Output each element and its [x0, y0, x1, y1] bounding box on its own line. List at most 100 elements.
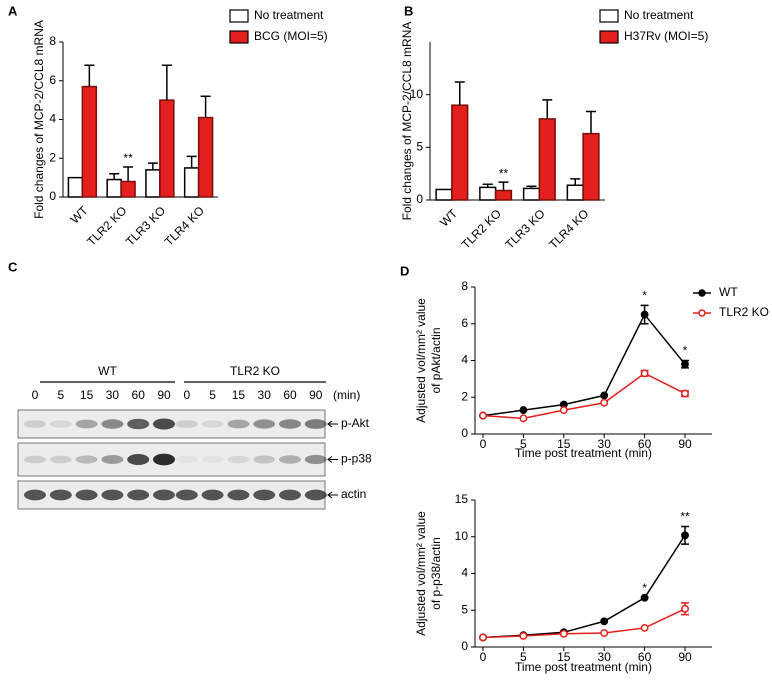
blot-band [175, 455, 198, 464]
row-label: p-p38 [341, 452, 372, 466]
x-axis-label: Time post treatment (min) [515, 660, 652, 674]
point [640, 369, 649, 378]
y-axis-label: Adjusted vol/mm² value [414, 298, 428, 423]
legend-label: No treatment [254, 8, 324, 22]
bar [538, 118, 556, 201]
point [559, 406, 568, 415]
error-bar [109, 173, 120, 180]
legend-swatch [599, 30, 619, 44]
error-bar [161, 64, 172, 101]
arrow [327, 420, 338, 428]
point [681, 604, 689, 613]
line [482, 534, 686, 639]
blot-band [227, 489, 250, 501]
x-tick-label: 60 [638, 650, 652, 664]
blot-band [279, 419, 301, 429]
annotation: * [642, 581, 647, 595]
annotation: * [683, 344, 688, 358]
point [681, 531, 689, 540]
x-tick-label: TLR3 KO [123, 203, 168, 248]
x-axis-label: Time post treatment (min) [515, 446, 652, 460]
lane-label: 60 [132, 388, 146, 402]
blot-band [253, 455, 276, 464]
arrow [327, 491, 338, 499]
bar [183, 167, 200, 198]
annotation: ** [123, 151, 133, 165]
lane-label: 15 [232, 388, 246, 402]
row-label: p-Akt [341, 416, 370, 430]
y-tick-label: 0 [461, 426, 468, 440]
point [479, 633, 487, 642]
y-tick-label: 2 [461, 389, 468, 403]
error-bar [570, 178, 581, 186]
bar [522, 187, 541, 201]
x-tick-label: TLR4 KO [546, 206, 591, 251]
bar [67, 176, 84, 198]
x-tick-label: 15 [557, 650, 571, 664]
y-tick-label: 5 [461, 602, 468, 616]
y-tick-label: 4 [49, 112, 56, 126]
blot-band [304, 454, 327, 465]
lane-label: 90 [157, 388, 171, 402]
line [482, 372, 686, 420]
x-tick-label: 15 [557, 437, 571, 451]
line [482, 608, 686, 639]
y-tick-label: 4 [461, 353, 468, 367]
y-tick-label: 6 [461, 316, 468, 330]
panel-label: D [400, 263, 409, 278]
blot-band [24, 489, 46, 501]
x-tick-label: 90 [678, 437, 692, 451]
x-tick-label: 30 [598, 650, 612, 664]
panel-label: B [404, 3, 413, 18]
legend-label: BCG (MOI=5) [254, 29, 328, 43]
point [640, 623, 649, 632]
blot-band [49, 489, 72, 501]
legend-label: TLR2 KO [719, 305, 769, 319]
blot-band [279, 455, 301, 464]
lane-label: 15 [80, 388, 94, 402]
lane-label: 0 [32, 388, 39, 402]
line [482, 313, 686, 417]
point [600, 391, 609, 400]
x-tick-label: WT [68, 203, 92, 227]
blot-band [153, 453, 175, 466]
blot-band [127, 489, 150, 501]
blot-band [75, 489, 98, 501]
y-axis-label: Fold changes of MCP-2/CCL8 mRNA [32, 20, 46, 219]
bar [159, 99, 175, 198]
blot-band [253, 419, 276, 429]
point [600, 398, 609, 407]
bar [145, 169, 161, 198]
y-tick-label: 10 [455, 529, 469, 543]
lane-label: 60 [283, 388, 297, 402]
blot-band [175, 420, 198, 428]
legend-marker [698, 309, 706, 317]
blot-band [304, 419, 327, 429]
x-tick-label: 90 [678, 650, 692, 664]
point [519, 632, 528, 640]
y-tick-label: 8 [461, 279, 468, 293]
y-tick-label: 8 [49, 34, 56, 48]
y-tick-label: 0 [49, 189, 56, 203]
row-label: actin [341, 487, 366, 501]
y-axis-label: Adjusted vol/mm² value [414, 511, 428, 636]
bar [582, 132, 600, 201]
x-tick-label: TLR4 KO [162, 203, 207, 248]
blot-band [201, 489, 224, 501]
lane-label: 30 [106, 388, 120, 402]
legend-marker [698, 289, 706, 297]
panel-label: C [8, 259, 18, 274]
x-tick-label: 30 [598, 437, 612, 451]
lane-label: 90 [309, 388, 323, 402]
legend-label: WT [719, 285, 738, 299]
point [479, 411, 487, 420]
blot-band [279, 489, 301, 501]
lane-label: 5 [209, 388, 216, 402]
bar [451, 104, 469, 201]
error-bar [482, 183, 493, 188]
blot-band [101, 419, 124, 429]
blot-band [127, 418, 150, 430]
blot-band [304, 489, 327, 501]
y-axis-label: Fold changes of MCP-2/CCL8 mRNA [400, 22, 414, 221]
